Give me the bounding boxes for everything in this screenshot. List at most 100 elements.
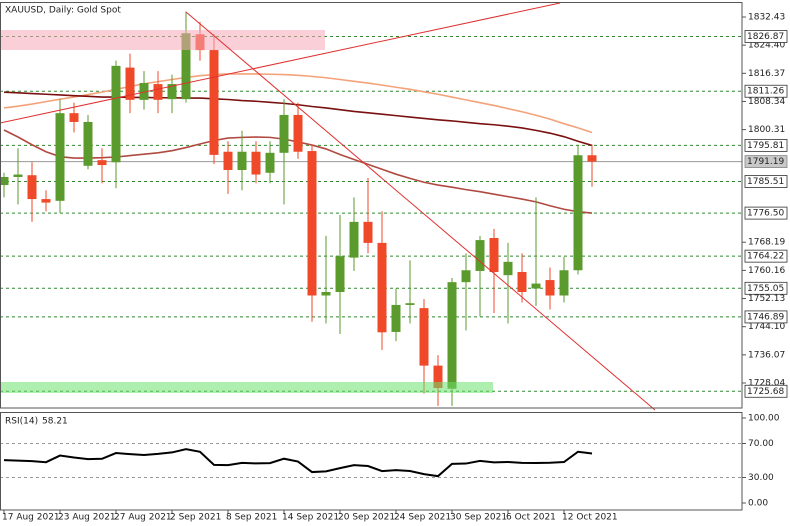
candle-body — [405, 303, 415, 305]
candle-body — [237, 151, 247, 170]
candle-body — [531, 283, 541, 289]
rsi-tick-label: 0.00 — [748, 498, 768, 508]
x-tick-label: 17 Aug 2021 — [2, 513, 60, 523]
candle-body — [545, 280, 555, 296]
candle-body — [181, 33, 191, 100]
level-label-box — [744, 175, 788, 188]
x-tick-label: 2 Sep 2021 — [170, 513, 221, 523]
rsi-tick-label: 30.00 — [748, 473, 774, 483]
support-zone — [0, 382, 493, 393]
moving-average — [3, 73, 593, 134]
level-label: 1776.50 — [747, 209, 784, 219]
x-tick-label: 20 Sep 2021 — [338, 513, 395, 523]
rsi-frame — [0, 412, 743, 511]
data-layer — [0, 11, 597, 478]
candle-body — [41, 199, 51, 203]
x-tick-label: 23 Aug 2021 — [58, 513, 116, 523]
candle-body — [139, 83, 149, 100]
candle-body — [251, 151, 261, 175]
level-label: 1764.22 — [747, 252, 784, 262]
overlay-layer — [0, 2, 743, 511]
rsi-tick-label: 70.00 — [748, 439, 774, 449]
rsi-tick-label: 100.00 — [748, 414, 780, 424]
candle-body — [153, 84, 163, 100]
level-label-box — [744, 30, 788, 43]
rsi-line — [3, 448, 593, 478]
y-tick-label: 1752.13 — [748, 294, 785, 304]
current-price-label: 1791.19 — [747, 157, 784, 167]
candle-body — [125, 67, 135, 100]
candle-body — [419, 308, 429, 366]
x-tick-label: 27 Aug 2021 — [114, 513, 172, 523]
candle-body — [391, 304, 401, 332]
candle-body — [83, 121, 93, 166]
level-label: 1811.26 — [747, 87, 784, 97]
y-tick-label: 1744.10 — [748, 322, 785, 332]
x-tick-label: 24 Sep 2021 — [394, 513, 451, 523]
candle-body — [587, 155, 597, 162]
y-tick-label: 1832.43 — [748, 13, 785, 23]
y-tick-label: 1808.34 — [748, 97, 785, 107]
y-tick-label: 1736.07 — [748, 350, 785, 360]
candle-body — [433, 365, 443, 389]
chart-title: XAUUSD, Daily: Gold Spot — [5, 6, 121, 16]
candle-body — [55, 113, 65, 201]
candle-body — [279, 114, 289, 153]
level-label: 1746.89 — [747, 312, 784, 322]
main-frame — [0, 2, 743, 409]
level-label: 1826.87 — [747, 32, 784, 42]
level-label: 1755.05 — [747, 284, 784, 294]
current-price-box — [744, 155, 788, 168]
level-label: 1795.81 — [747, 141, 784, 151]
level-label-box — [744, 249, 788, 263]
candle-body — [489, 237, 499, 273]
candle-body — [265, 152, 275, 173]
candle-body — [363, 221, 373, 243]
x-tick-label: 8 Sep 2021 — [226, 513, 277, 523]
x-tick-label: 14 Sep 2021 — [282, 513, 339, 523]
level-label-box — [744, 310, 788, 324]
candle-body — [573, 155, 583, 271]
candle-body — [27, 175, 37, 200]
candle-body — [0, 176, 9, 186]
candle-body — [321, 291, 331, 296]
level-label-box — [744, 138, 788, 152]
candle-body — [223, 151, 233, 170]
y-tick-label: 1768.19 — [748, 238, 785, 248]
candle-body — [97, 160, 107, 166]
rsi-last-value: 58.21 — [42, 417, 68, 427]
rsi-title: RSI(14) — [5, 417, 38, 427]
candle-body — [559, 270, 569, 296]
candle-body — [447, 282, 457, 389]
candle-body — [503, 261, 513, 276]
x-tick-label: 30 Sep 2021 — [450, 513, 507, 523]
candle-body — [111, 65, 121, 163]
level-label-box — [744, 206, 788, 220]
level-label-box — [744, 84, 788, 98]
candle-body — [517, 272, 527, 292]
y-tick-label: 1728.04 — [748, 379, 785, 389]
candle-body — [307, 151, 317, 296]
back-layer — [0, 16, 746, 514]
candle-body — [209, 50, 219, 155]
x-tick-label: 6 Oct 2021 — [506, 513, 556, 523]
candle-body — [335, 256, 345, 292]
candle-body — [167, 84, 177, 100]
candle-body — [461, 270, 471, 283]
y-tick-label: 1816.37 — [748, 69, 785, 79]
candle-body — [377, 242, 387, 333]
y-tick-label: 1760.16 — [748, 266, 785, 276]
candle-body — [69, 113, 79, 122]
level-label: 1725.68 — [747, 387, 784, 397]
candle-body — [475, 240, 485, 271]
x-tick-label: 12 Oct 2021 — [562, 513, 618, 523]
candle-body — [13, 174, 23, 177]
level-label-box — [744, 281, 788, 295]
trend-line — [185, 11, 656, 411]
y-tick-label: 1800.31 — [748, 125, 785, 135]
y-tick-label: 1824.40 — [748, 41, 785, 51]
resistance-zone — [0, 30, 325, 50]
level-label-box — [744, 384, 788, 398]
level-label: 1785.51 — [747, 177, 784, 187]
